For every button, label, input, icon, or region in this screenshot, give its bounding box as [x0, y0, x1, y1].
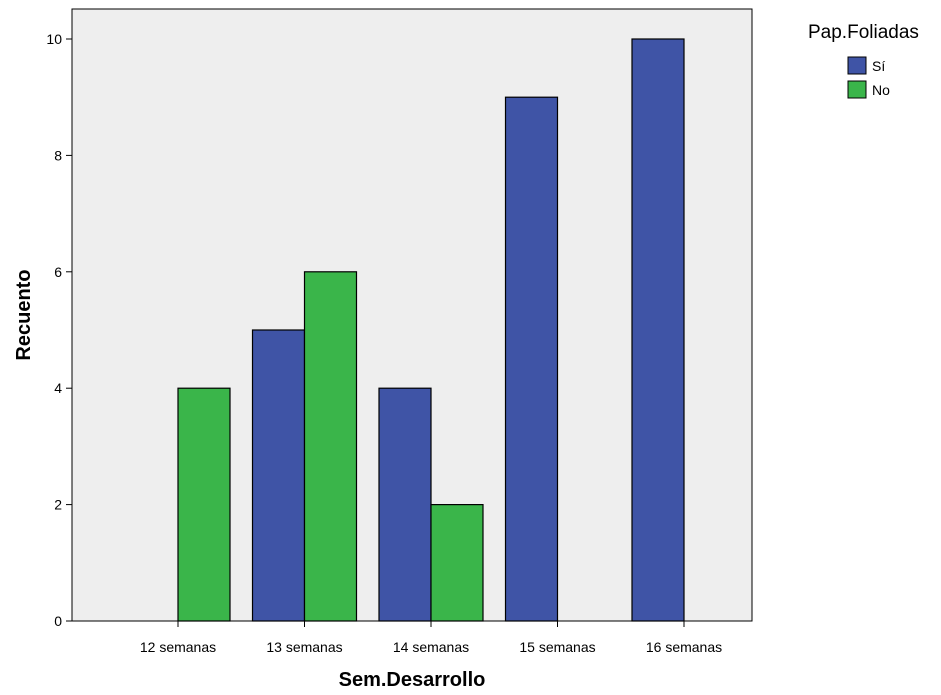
bar-no	[177, 387, 231, 622]
bar-si	[251, 329, 306, 622]
bar-si	[631, 38, 685, 622]
legend-label-si: Sí	[872, 58, 885, 74]
y-tick-label: 6	[54, 264, 62, 280]
legend-swatch-no	[847, 80, 867, 99]
bar-no	[430, 504, 484, 622]
x-tick-label: 14 semanas	[393, 639, 469, 655]
y-tick-label: 10	[46, 31, 62, 47]
legend-title: Pap.Foliadas	[808, 22, 919, 43]
y-tick-label: 2	[54, 497, 62, 513]
y-axis: 0 2 4 6 8 10	[46, 31, 72, 629]
bar-no	[303, 271, 358, 622]
x-tick-label: 13 semanas	[266, 639, 342, 655]
x-axis-title: Sem.Desarrollo	[339, 669, 486, 691]
legend-swatch-si	[847, 56, 867, 75]
x-axis: 12 semanas 13 semanas 14 semanas 15 semanas…	[140, 621, 722, 655]
legend: Pap.Foliadas Sí No	[808, 22, 919, 99]
y-tick-label: 8	[54, 147, 62, 163]
y-tick-label: 0	[54, 613, 62, 629]
legend-label-no: No	[872, 82, 890, 98]
x-tick-label: 12 semanas	[140, 639, 216, 655]
bar-si	[378, 387, 432, 622]
x-tick-label: 16 semanas	[646, 639, 722, 655]
bars-group	[177, 38, 685, 622]
y-tick-label: 4	[54, 380, 62, 396]
x-tick-label: 15 semanas	[519, 639, 595, 655]
bar-si	[504, 96, 559, 622]
y-axis-title: Recuento	[13, 269, 35, 360]
